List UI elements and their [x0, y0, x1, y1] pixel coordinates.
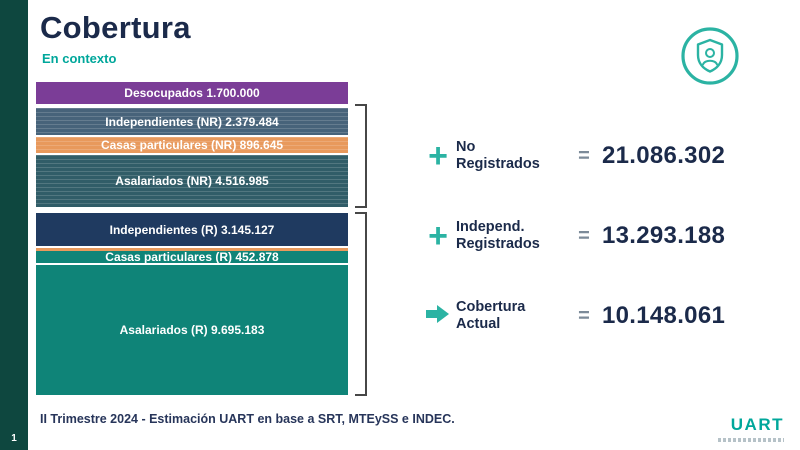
page-number: 1 [11, 433, 17, 444]
page-title: Cobertura [40, 10, 191, 45]
plus-glyph: + [428, 137, 448, 175]
summary-label-line1: Independ. [456, 219, 525, 236]
summary-row-no-registrados: + No Registrados = 21.086.302 [420, 128, 780, 184]
bar-segment-asalariados-nr: Asalariados (NR) 4.516.985 [36, 155, 348, 207]
left-edge-band [0, 0, 28, 450]
summary-value: 21.086.302 [602, 142, 726, 169]
summary-row-cobertura-actual: Cobertura Actual = 10.148.061 [420, 288, 780, 344]
page-subtitle: En contexto [42, 51, 117, 66]
source-footnote: II Trimestre 2024 - Estimación UART en b… [40, 412, 455, 426]
summary-value: 10.148.061 [602, 302, 726, 329]
uart-logo-tagline [718, 438, 784, 442]
bar-segment-independientes-r: Independientes (R) 3.145.127 [36, 213, 348, 246]
bar-segment-casas-particulares-nr: Casas particulares (NR) 896.645 [36, 137, 348, 153]
summary-label: Independ. Registrados [456, 219, 566, 252]
summary-label-line2: Registrados [456, 156, 540, 172]
summary-label: No Registrados [456, 139, 566, 172]
bracket-no-registrados [355, 104, 367, 208]
uart-logo-text: UART [730, 415, 784, 434]
bracket-registrados [355, 212, 367, 396]
shield-person-icon [680, 26, 740, 86]
summary-label-line2: Registrados [456, 236, 540, 252]
bar-segment-desocupados: Desocupados 1.700.000 [36, 82, 348, 104]
bar-segment-casas-particulares-r: Casas particulares (R) 452.878 [36, 248, 348, 264]
equals-sign: = [578, 144, 590, 167]
equals-sign: = [578, 304, 590, 327]
summary-label-line1: Cobertura [456, 299, 526, 316]
equals-sign: = [578, 224, 590, 247]
plus-icon: + [420, 139, 456, 173]
summary-row-independ-registrados: + Independ. Registrados = 13.293.188 [420, 208, 780, 264]
stacked-bar-chart: Desocupados 1.700.000 Independientes (NR… [36, 82, 348, 395]
plus-icon: + [420, 219, 456, 253]
bar-segment-independientes-nr: Independientes (NR) 2.379.484 [36, 108, 348, 135]
summary-label-line2: Actual [456, 316, 501, 332]
summary-value: 13.293.188 [602, 222, 726, 249]
uart-logo: UART [718, 415, 784, 442]
bar-segment-asalariados-r: Asalariados (R) 9.695.183 [36, 265, 348, 395]
arrow-right-icon [420, 304, 456, 329]
summary-label-line1: No [456, 139, 476, 156]
plus-glyph: + [428, 217, 448, 255]
summary-label: Cobertura Actual [456, 299, 566, 332]
summary-panel: + No Registrados = 21.086.302 + Independ… [420, 128, 780, 368]
